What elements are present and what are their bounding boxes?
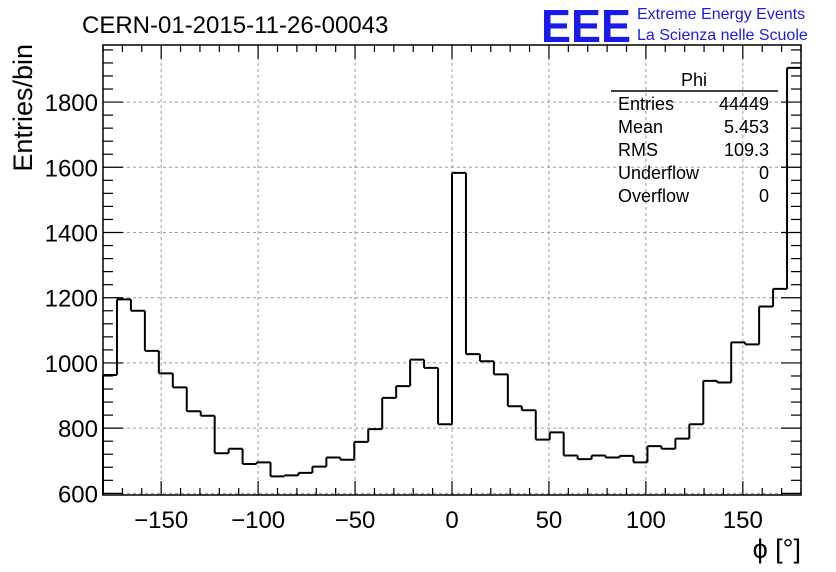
histogram-bin — [730, 341, 746, 383]
histogram-bin — [269, 462, 285, 478]
stats-label: RMS — [618, 140, 658, 160]
histogram-bin — [534, 410, 550, 441]
histogram-bin — [562, 432, 578, 457]
histogram-bin — [157, 350, 173, 375]
histogram-bin — [451, 171, 466, 425]
histogram-bin — [171, 373, 187, 389]
stats-value: 0 — [759, 163, 769, 183]
histogram-bin — [492, 361, 508, 376]
x-tick-label: 150 — [723, 507, 763, 534]
histogram-bin — [423, 359, 439, 369]
stats-label: Mean — [618, 117, 663, 137]
stats-label: Overflow — [618, 186, 690, 206]
histogram-bin — [674, 437, 690, 449]
histogram-bin — [604, 455, 620, 459]
histogram-bin — [227, 447, 243, 454]
histogram-bin — [353, 440, 369, 460]
histogram-bin — [409, 358, 425, 387]
histogram-bin — [395, 385, 411, 398]
histogram-bin — [646, 445, 662, 463]
histogram-bin — [716, 380, 732, 384]
histogram-bin — [241, 448, 257, 466]
stats-value: 5.453 — [724, 117, 769, 137]
y-tick-labels: 600 800 1000 1200 1400 1600 1800 — [45, 90, 98, 508]
chart-title: CERN-01-2015-11-26-00043 — [82, 12, 388, 39]
histogram-bin — [702, 379, 718, 425]
histogram-bin — [297, 471, 313, 476]
histogram-bin — [143, 310, 159, 352]
histogram-bin — [548, 431, 564, 440]
x-tick-labels: −150 −100 −50 0 50 100 150 — [134, 507, 763, 534]
stats-value: 0 — [759, 186, 769, 206]
y-tick-label: 1000 — [45, 351, 98, 378]
histogram-bin — [437, 367, 452, 426]
stats-rows: Entries 44449 Mean 5.453 RMS 109.3 Underflow 0 O… — [618, 94, 769, 206]
histogram-bin — [744, 342, 760, 346]
x-tick-label: 100 — [626, 507, 666, 534]
histogram-bin — [381, 396, 397, 430]
histogram-bin — [772, 287, 788, 307]
stats-box-name: Phi — [681, 70, 707, 90]
histogram-bin — [255, 461, 271, 465]
histogram-bin — [339, 457, 355, 461]
histogram-bin — [102, 374, 117, 495]
x-tick-label: −150 — [134, 507, 188, 534]
stats-label: Entries — [618, 94, 674, 114]
histogram-bin — [786, 66, 801, 289]
stats-box: Phi Entries 44449 Mean 5.453 RMS 109.3 Underfl… — [611, 70, 778, 206]
x-tick-label: 50 — [536, 507, 563, 534]
histogram-bin — [478, 354, 494, 363]
y-tick-label: 1400 — [45, 221, 98, 248]
histogram-bin — [590, 454, 606, 460]
histogram-bin — [520, 406, 536, 412]
histogram-bin — [618, 454, 634, 458]
histogram-bin — [632, 455, 648, 464]
y-tick-label: 1800 — [45, 90, 98, 117]
x-tick-label: 0 — [445, 507, 458, 534]
y-axis-title: Entries/bin — [8, 44, 38, 172]
histogram-bin — [185, 387, 201, 413]
logo: EEE Extreme Energy Events La Scienza nel… — [541, 0, 808, 52]
histogram-bin — [506, 374, 522, 408]
axis-ticks — [102, 45, 802, 495]
histogram-bin — [311, 465, 327, 473]
histogram-bin — [367, 428, 383, 442]
histogram-bin — [325, 456, 341, 467]
histogram-bin — [758, 305, 774, 345]
logo-line-2: La Scienza nelle Scuole — [637, 27, 808, 44]
stats-label: Underflow — [618, 163, 700, 183]
x-tick-label: −50 — [335, 507, 376, 534]
y-tick-label: 600 — [58, 481, 98, 508]
stats-value: 109.3 — [724, 140, 769, 160]
y-tick-label: 800 — [58, 416, 98, 443]
logo-line-1: Extreme Energy Events — [637, 6, 805, 23]
x-tick-label: −100 — [231, 507, 285, 534]
histogram-bin — [115, 298, 131, 375]
histogram-bin — [688, 423, 704, 439]
histogram-bin — [660, 446, 676, 450]
histogram-bin — [199, 411, 215, 417]
histogram-bin — [129, 299, 145, 312]
histogram-bin — [283, 474, 299, 477]
histogram-bin — [213, 415, 229, 455]
histogram-bin — [576, 455, 592, 461]
y-tick-label: 1600 — [45, 155, 98, 182]
y-tick-label: 1200 — [45, 286, 98, 313]
logo-mark: EEE — [541, 0, 631, 52]
histogram-bin — [464, 172, 480, 356]
stats-value: 44449 — [719, 94, 769, 114]
x-axis-title: ϕ [°] — [753, 534, 801, 564]
